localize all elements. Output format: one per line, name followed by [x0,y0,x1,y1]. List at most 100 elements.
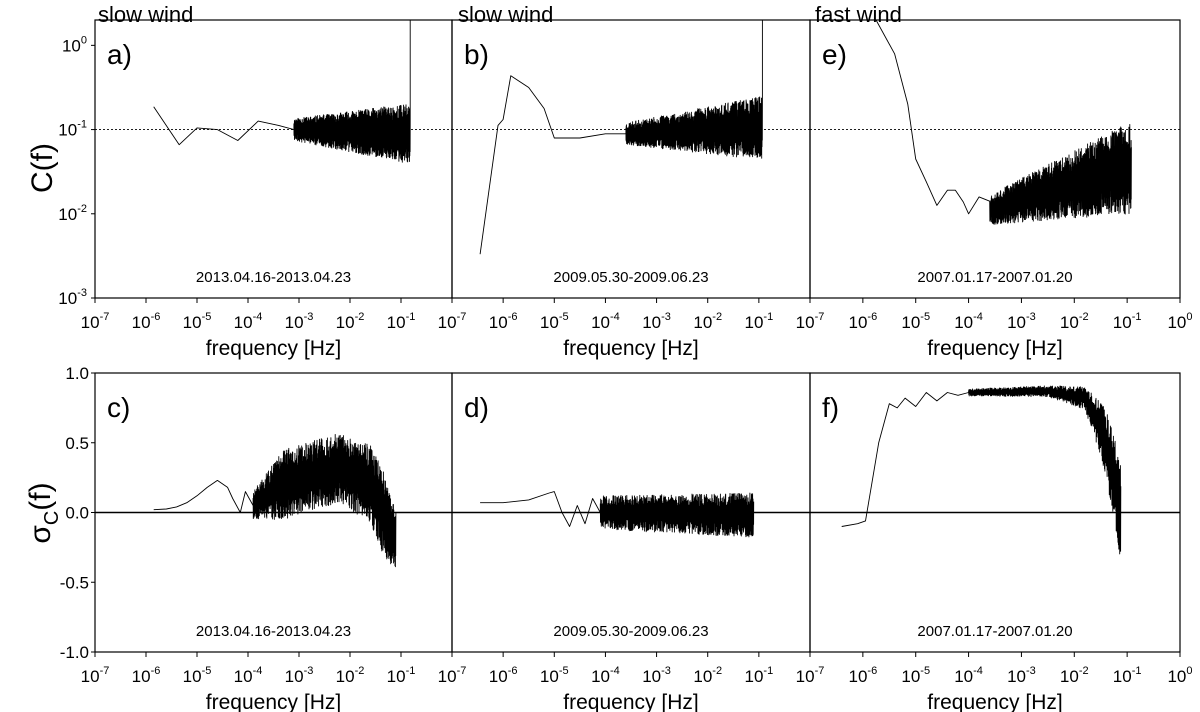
x-axis-label: frequency [Hz] [563,337,698,360]
x-tick-label: 10-5 [901,311,930,332]
x-axis-label: frequency [Hz] [206,691,341,712]
y-tick-label: -1.0 [60,643,89,662]
x-tick-label: 10-7 [81,311,110,332]
data-trace [841,385,1122,555]
x-tick-label: 10-6 [132,311,161,332]
x-tick-label: 10-1 [387,311,416,332]
x-axis: 10-7 10-6 10-5 10-4 10-3 10-2 10-1 100 frequency… [796,652,1193,712]
y-tick-label: 0.0 [65,504,89,523]
x-tick-label: 10-7 [796,311,825,332]
panel-frame [809,19,1181,299]
x-tick-label: 10-1 [1113,665,1142,686]
y-tick-label: 0.5 [65,434,89,453]
bottom-y-axis-label: σC(f) [24,482,63,543]
y-tick-label: 10-3 [58,287,87,308]
panel-label: a) [107,39,132,70]
x-axis-label: frequency [Hz] [206,337,341,360]
x-axis: 10-7 10-6 10-5 10-4 10-3 10-2 10-1 frequency [H… [81,298,453,360]
x-tick-label: 10-3 [285,311,314,332]
x-tick-label: 10-4 [591,665,620,686]
x-tick-label: 10-6 [489,311,518,332]
date-range-label: 2009.05.30-2009.06.23 [553,269,708,286]
x-tick-label: 10-5 [183,311,212,332]
data-trace [153,434,397,568]
x-axis: 10-7 10-6 10-5 10-4 10-3 10-2 10-1 frequency [H… [438,298,811,360]
y-tick-label: 1.0 [65,364,89,383]
x-tick-label: 10-3 [642,665,671,686]
y-axis: 1.0 0.5 0.0 -0.5 -1.0 [60,364,95,662]
x-tick-label: 10-5 [183,665,212,686]
date-range-label: 2013.04.16-2013.04.23 [196,269,351,286]
panel-label: f) [822,392,839,423]
data-trace [479,20,763,255]
date-range-label: 2013.04.16-2013.04.23 [196,623,351,640]
x-tick-label: 10-2 [336,311,365,332]
x-tick-label: 10-6 [849,665,878,686]
header-col2: slow wind [458,2,553,27]
x-tick-label: 10-2 [1060,665,1089,686]
x-tick-label: 10-3 [1007,665,1036,686]
data-trace [480,491,755,538]
date-range-label: 2007.01.17-2007.01.20 [917,623,1072,640]
x-tick-label: 10-3 [1007,311,1036,332]
x-tick-label: 10-2 [693,665,722,686]
panel-label: d) [464,392,489,423]
header-col3: fast wind [815,2,902,27]
x-tick-label: 10-6 [849,311,878,332]
x-tick-label: 10-1 [387,665,416,686]
x-tick-label: 10-7 [81,665,110,686]
x-tick-label: 10-4 [234,665,263,686]
top-y-axis-label: C(f) [26,143,59,193]
x-tick-label: 10-3 [285,665,314,686]
x-tick-label: 10-7 [796,665,825,686]
panel-label: b) [464,39,489,70]
x-axis: 10-7 10-6 10-5 10-4 10-3 10-2 10-1 100 frequency… [796,298,1193,360]
x-axis-label: frequency [Hz] [927,337,1062,360]
sigma-subscript: C [41,511,63,525]
x-tick-label: 10-7 [438,311,467,332]
x-tick-label: 10-1 [1113,311,1142,332]
x-tick-label: 10-2 [336,665,365,686]
x-tick-label: 10-4 [954,665,983,686]
x-tick-label: 10-6 [489,665,518,686]
y-tick-label: 100 [62,34,87,55]
x-tick-label: 10-1 [745,311,774,332]
y-tick-label: 10-1 [58,119,87,140]
x-axis: 10-7 10-6 10-5 10-4 10-3 10-2 10-1 frequency [H… [81,652,453,712]
x-tick-label: 10-4 [954,311,983,332]
x-tick-label: 100 [1167,665,1192,686]
x-tick-label: 10-6 [132,665,161,686]
x-tick-label: 10-7 [438,665,467,686]
x-tick-label: 10-4 [591,311,620,332]
date-range-label: 2007.01.17-2007.01.20 [917,269,1072,286]
x-tick-label: 10-5 [901,665,930,686]
x-tick-label: 10-3 [642,311,671,332]
y-tick-label: 10-2 [58,203,87,224]
data-trace [153,20,411,163]
panel-label: e) [822,39,847,70]
y-tick-label: -0.5 [60,573,89,592]
panel-label: c) [107,392,130,423]
header-col1: slow wind [98,2,193,27]
date-range-label: 2009.05.30-2009.06.23 [553,623,708,640]
sigma-tail: (f) [24,482,57,510]
x-tick-label: 100 [1167,311,1192,332]
x-axis-label: frequency [Hz] [563,691,698,712]
data-trace [875,19,1132,225]
sigma-symbol: σ [24,525,57,544]
x-tick-label: 10-4 [234,311,263,332]
x-tick-label: 10-2 [1060,311,1089,332]
x-tick-label: 10-5 [540,311,569,332]
y-axis: 100 10-1 10-2 10-3 [58,34,95,308]
x-tick-label: 10-1 [745,665,774,686]
x-tick-label: 10-2 [693,311,722,332]
x-axis-label: frequency [Hz] [927,691,1062,712]
